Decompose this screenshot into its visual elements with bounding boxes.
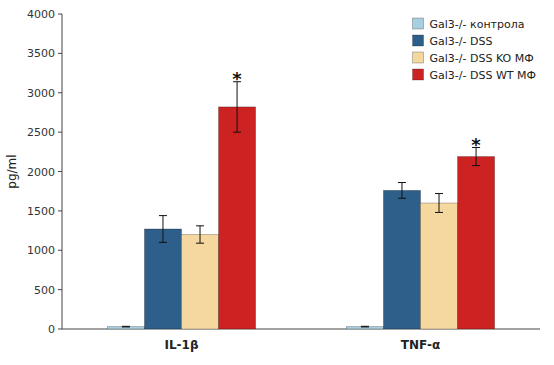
y-tick — [58, 171, 62, 172]
y-tick-label: 0 — [48, 323, 55, 336]
y-tick-label: 1000 — [27, 244, 55, 257]
y-tick-label: 1500 — [27, 205, 55, 218]
error-bar — [122, 326, 130, 328]
y-tick-label: 3000 — [27, 87, 55, 100]
legend-swatch — [413, 18, 424, 29]
y-tick-label: 500 — [34, 284, 55, 297]
y-tick — [58, 329, 62, 330]
legend: Gal3-/- контрола Gal3-/- DSS Gal3-/- DSS K… — [413, 18, 536, 82]
bar — [182, 235, 219, 330]
y-tick-label: 4000 — [27, 8, 55, 21]
y-axis-label: pg/ml — [5, 154, 19, 188]
x-tick-label: TNF-α — [401, 338, 440, 352]
bar — [458, 157, 495, 329]
legend-swatch — [413, 35, 424, 46]
chart: 0 500 1000 1500 2000 2500 3000 3500 4000 pg/ml IL-… — [0, 0, 554, 365]
legend-label: Gal3-/- контрола — [430, 18, 525, 31]
error-bar — [361, 326, 369, 328]
annotation: * — [471, 134, 481, 155]
legend-label: Gal3-/- DSS WT МФ — [430, 69, 536, 82]
y-tick — [58, 289, 62, 290]
y-tick — [58, 53, 62, 54]
error-bar — [435, 194, 443, 213]
bars — [107, 82, 494, 329]
y-tick — [58, 14, 62, 15]
bar — [421, 203, 458, 329]
y-tick — [58, 132, 62, 133]
error-bar — [398, 183, 406, 199]
y-tick-label: 3500 — [27, 47, 55, 60]
error-bar — [196, 226, 204, 243]
bar — [144, 229, 181, 329]
y-tick — [58, 210, 62, 211]
legend-swatch — [413, 52, 424, 63]
bar — [383, 190, 420, 329]
y-tick-label: 2000 — [27, 166, 55, 179]
x-axis: IL-1β TNF-α — [62, 329, 540, 352]
y-tick-label: 2500 — [27, 126, 55, 139]
annotation: * — [232, 68, 242, 89]
error-bar — [233, 82, 241, 132]
bar — [346, 327, 383, 329]
legend-label: Gal3-/- DSS KO МФ — [430, 52, 534, 65]
legend-swatch — [413, 69, 424, 80]
x-tick-label: IL-1β — [164, 338, 198, 352]
y-tick — [58, 250, 62, 251]
error-bar — [159, 216, 167, 243]
bar — [219, 107, 256, 329]
bar — [107, 327, 144, 329]
y-tick — [58, 92, 62, 93]
legend-label: Gal3-/- DSS — [430, 35, 493, 48]
y-axis: 0 500 1000 1500 2000 2500 3000 3500 4000 — [27, 8, 62, 336]
